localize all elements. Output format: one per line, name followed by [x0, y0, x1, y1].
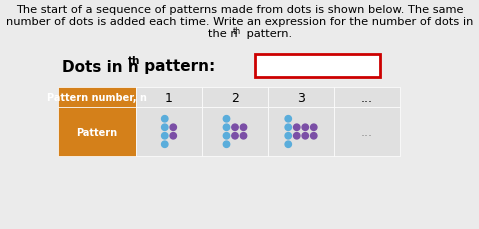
Circle shape — [285, 142, 291, 148]
Circle shape — [285, 125, 291, 131]
Circle shape — [302, 125, 308, 131]
Circle shape — [161, 116, 168, 123]
FancyBboxPatch shape — [58, 108, 136, 156]
FancyBboxPatch shape — [136, 88, 202, 108]
Circle shape — [294, 133, 300, 139]
FancyBboxPatch shape — [136, 108, 202, 156]
FancyBboxPatch shape — [268, 88, 334, 108]
Circle shape — [170, 133, 176, 139]
Circle shape — [232, 133, 238, 139]
Text: Pattern: Pattern — [77, 127, 117, 137]
FancyBboxPatch shape — [58, 88, 136, 108]
Circle shape — [161, 142, 168, 148]
Circle shape — [232, 125, 238, 131]
Circle shape — [170, 125, 176, 131]
Circle shape — [240, 133, 247, 139]
Text: Dots in n: Dots in n — [62, 59, 139, 74]
Circle shape — [302, 133, 308, 139]
FancyBboxPatch shape — [202, 88, 268, 108]
Circle shape — [285, 116, 291, 123]
FancyBboxPatch shape — [255, 55, 380, 78]
Circle shape — [294, 125, 300, 131]
Text: th: th — [128, 56, 140, 66]
Text: Pattern number, n: Pattern number, n — [47, 93, 147, 103]
Text: ...: ... — [361, 125, 373, 138]
Circle shape — [240, 125, 247, 131]
Circle shape — [223, 116, 230, 123]
Text: The start of a sequence of patterns made from dots is shown below. The same: The start of a sequence of patterns made… — [16, 5, 464, 15]
Text: pattern.: pattern. — [243, 29, 292, 39]
FancyBboxPatch shape — [202, 108, 268, 156]
Text: pattern:: pattern: — [139, 59, 215, 74]
Circle shape — [310, 125, 317, 131]
Circle shape — [223, 125, 230, 131]
Text: 2: 2 — [231, 91, 239, 104]
Text: 3: 3 — [297, 91, 305, 104]
Text: 1: 1 — [165, 91, 173, 104]
Circle shape — [310, 133, 317, 139]
Text: ...: ... — [361, 91, 373, 104]
Circle shape — [223, 133, 230, 139]
Text: number of dots is added each time. Write an expression for the number of dots in: number of dots is added each time. Write… — [6, 17, 474, 27]
FancyBboxPatch shape — [334, 88, 400, 108]
FancyBboxPatch shape — [334, 108, 400, 156]
Circle shape — [161, 133, 168, 139]
Circle shape — [161, 125, 168, 131]
Text: the n: the n — [208, 29, 238, 39]
Circle shape — [223, 142, 230, 148]
Circle shape — [285, 133, 291, 139]
FancyBboxPatch shape — [268, 108, 334, 156]
Text: th: th — [233, 26, 241, 35]
